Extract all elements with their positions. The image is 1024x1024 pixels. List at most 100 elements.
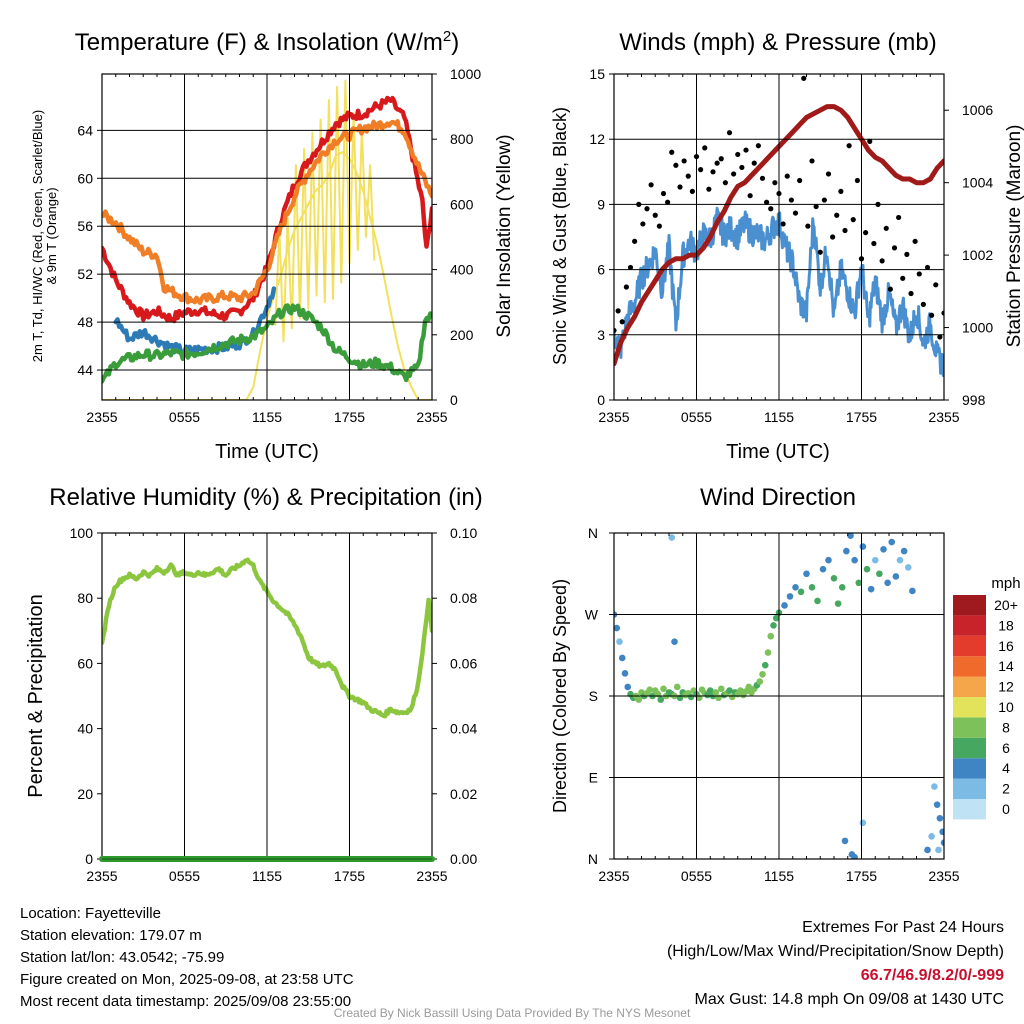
- y-tick-label-left: 60: [77, 170, 93, 186]
- station-elevation: Station elevation: 179.07 m: [20, 927, 202, 944]
- gust-point: [809, 158, 815, 164]
- gust-point: [900, 275, 906, 281]
- colorbar-label: 10: [998, 699, 1014, 715]
- y-tick-label-left: 40: [77, 721, 93, 737]
- x-tick-label: 2355: [928, 868, 959, 884]
- gust-point: [772, 180, 778, 186]
- gust-point: [801, 75, 807, 81]
- wind-direction-point: [759, 670, 766, 678]
- wind-direction-point: [808, 584, 816, 591]
- gust-point: [813, 203, 819, 210]
- wind-direction-point: [884, 579, 891, 587]
- wind-direction-point: [841, 837, 849, 845]
- insolation-axis-label: Solar Insolation (Yellow): [494, 134, 515, 337]
- gust-point: [792, 210, 799, 216]
- wind-direction-point: [819, 565, 827, 573]
- wind-direction-point: [745, 683, 753, 691]
- wind-direction-point: [892, 573, 900, 580]
- credit-line: Created By Nick Bassill Using Data Provi…: [333, 1006, 691, 1020]
- colorbar-swatch: [953, 737, 986, 759]
- y-tick-label-left: 100: [70, 525, 94, 541]
- x-tick-label: 2355: [598, 868, 629, 884]
- gust-point: [669, 149, 675, 155]
- gust-point: [681, 158, 687, 164]
- wind-direction-point: [863, 565, 871, 573]
- gust-point: [904, 251, 910, 257]
- gust-point: [883, 225, 889, 231]
- wind-direction-point: [687, 693, 695, 701]
- y-tick-label-left: 0: [597, 392, 605, 408]
- gust-point: [718, 156, 724, 162]
- wind-direction-point: [797, 588, 805, 596]
- wind-direction-point: [924, 846, 931, 854]
- gust-point: [834, 212, 840, 218]
- wind-direction-point: [867, 585, 875, 593]
- extremes-summary: Extremes For Past 24 Hours (High/Low/Max…: [667, 916, 1004, 1012]
- x-tick-label: 1755: [846, 868, 877, 884]
- gust-point: [920, 301, 926, 307]
- wind-pressure-panel-title: Winds (mph) & Pressure (mb): [619, 29, 936, 56]
- colorbar-swatch: [953, 717, 986, 738]
- wind-direction-point: [909, 587, 916, 595]
- gust-point: [731, 171, 737, 177]
- temperature-panel: Temperature (F) & Insolation (W/m2) 2355…: [30, 28, 515, 463]
- gust-point: [747, 193, 753, 199]
- y-tick-label-right: 1002: [962, 247, 993, 263]
- gust-point: [632, 238, 638, 244]
- colorbar-swatch: [953, 778, 986, 799]
- gust-point: [623, 284, 629, 290]
- wind-direction-point: [781, 602, 788, 609]
- gust-point: [706, 186, 712, 192]
- direction-tick-label: W: [585, 607, 599, 623]
- y-tick-label-right: 400: [450, 262, 474, 278]
- wind-direction-point: [931, 783, 938, 790]
- wind-direction-point: [876, 570, 883, 578]
- y-tick-label-left: 12: [589, 131, 605, 147]
- y-tick-label-right: 1006: [962, 102, 993, 118]
- wind-direction-panel: Wind Direction 2355 0555 1155 1755 2355NESWN…: [550, 484, 1021, 884]
- colorbar-label: 2: [1002, 781, 1010, 797]
- colorbar-label: 16: [998, 638, 1014, 654]
- wind-direction-point: [726, 687, 733, 694]
- y-tick-label-right: 0.00: [450, 851, 477, 867]
- wind-direction-point: [888, 538, 896, 546]
- wind-direction-point: [859, 819, 867, 827]
- extremes-values: 66.7/46.9/8.2/0/-999: [860, 967, 1004, 984]
- y-tick-label-right: 1000: [962, 320, 993, 336]
- y-tick-label-left: 9: [597, 196, 605, 212]
- gust-point: [817, 249, 823, 255]
- gust-point: [780, 221, 786, 227]
- wind-direction-point: [786, 593, 794, 600]
- gust-point: [726, 130, 733, 136]
- temperature-panel-title: Temperature (F) & Insolation (W/m2): [75, 28, 459, 56]
- wind-direction-point: [933, 801, 941, 808]
- x-tick-label: 0555: [169, 409, 200, 425]
- wind-direction-point: [851, 853, 858, 859]
- direction-tick-label: S: [589, 688, 598, 704]
- x-tick-label: 2355: [416, 409, 447, 425]
- wind-direction-point: [940, 839, 944, 846]
- colorbar-swatch: [953, 676, 986, 697]
- x-tick-label: 2355: [86, 409, 117, 425]
- max-gust: Max Gust: 14.8 mph On 09/08 at 1430 UTC: [694, 991, 1005, 1008]
- gust-point: [830, 234, 836, 240]
- wind-direction-point: [772, 614, 780, 622]
- gust-point: [916, 271, 922, 277]
- colorbar-swatch: [953, 799, 986, 820]
- y-tick-label-left: 56: [77, 218, 93, 234]
- y-tick-label-left: 6: [597, 262, 605, 278]
- wind-pressure-plot: 2355 0555 1155 1755 235503691215998100010021…: [589, 66, 993, 425]
- y-tick-label-left: 60: [77, 655, 93, 671]
- gust-point: [660, 190, 667, 197]
- x-tick-label: 1155: [252, 868, 282, 884]
- y-tick-label-left: 48: [77, 314, 93, 330]
- wind-direction-point: [935, 846, 942, 854]
- wind-direction-point: [761, 661, 769, 669]
- y-tick-label-right: 800: [450, 131, 474, 147]
- gust-point: [698, 167, 704, 173]
- gust-point: [941, 310, 944, 316]
- x-tick-label: 2355: [86, 868, 117, 884]
- wind-direction-point: [834, 600, 842, 607]
